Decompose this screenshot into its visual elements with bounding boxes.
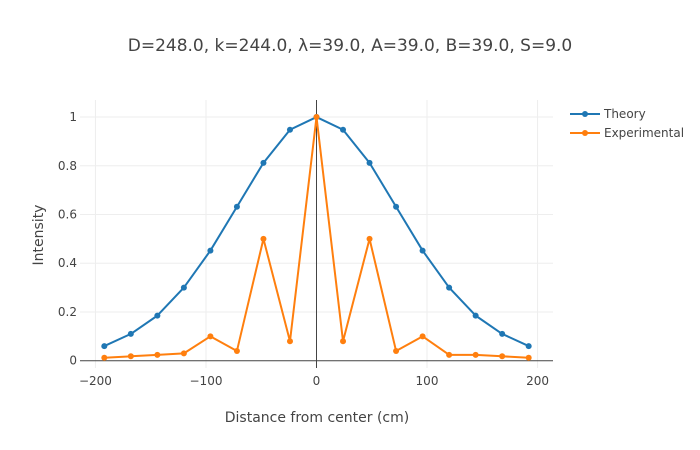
- data-point[interactable]: [419, 247, 426, 254]
- zero-lines: [80, 100, 553, 368]
- data-point[interactable]: [286, 126, 293, 133]
- legend-marker: [582, 130, 588, 136]
- data-point[interactable]: [366, 159, 373, 166]
- data-point[interactable]: [499, 353, 506, 360]
- data-point[interactable]: [260, 235, 267, 242]
- data-point[interactable]: [180, 350, 187, 357]
- data-point[interactable]: [340, 126, 347, 133]
- data-point[interactable]: [286, 338, 293, 345]
- data-point[interactable]: [233, 203, 240, 210]
- data-point[interactable]: [419, 333, 426, 340]
- data-point[interactable]: [472, 312, 479, 319]
- series-layer: [101, 114, 532, 361]
- x-tick-label: 200: [526, 374, 549, 388]
- data-point[interactable]: [154, 351, 161, 358]
- legend-label: Theory: [603, 107, 646, 121]
- data-point[interactable]: [260, 159, 267, 166]
- data-point[interactable]: [127, 330, 134, 337]
- chart-title: D=248.0, k=244.0, λ=39.0, A=39.0, B=39.0…: [128, 36, 573, 56]
- data-point[interactable]: [393, 203, 400, 210]
- legend-label: Experimental: [604, 126, 684, 140]
- y-tick-label: 1: [69, 110, 77, 124]
- x-tick-label: −200: [79, 374, 112, 388]
- x-axis-ticks: −200 −100 0 100 200: [79, 374, 549, 388]
- data-point[interactable]: [393, 347, 400, 354]
- data-point[interactable]: [446, 351, 453, 358]
- y-axis-ticks: 0 0.2 0.4 0.6 0.8 1: [58, 110, 77, 368]
- x-axis-title: Distance from center (cm): [225, 410, 409, 426]
- y-axis-title: Intensity: [31, 205, 47, 266]
- data-point[interactable]: [101, 354, 108, 361]
- data-point[interactable]: [525, 343, 532, 350]
- data-point[interactable]: [233, 347, 240, 354]
- data-point[interactable]: [207, 247, 214, 254]
- series-experimental: [101, 114, 532, 361]
- legend[interactable]: Theory Experimental: [570, 107, 684, 140]
- data-point[interactable]: [499, 330, 506, 337]
- data-point[interactable]: [525, 354, 532, 361]
- x-tick-label: 0: [313, 374, 321, 388]
- data-point[interactable]: [446, 284, 453, 291]
- x-tick-label: −100: [190, 374, 223, 388]
- x-tick-label: 100: [416, 374, 439, 388]
- legend-item-theory[interactable]: Theory: [570, 107, 646, 121]
- y-tick-label: 0.2: [58, 305, 77, 319]
- data-point[interactable]: [180, 284, 187, 291]
- legend-marker: [582, 111, 588, 117]
- y-tick-label: 0: [69, 354, 77, 368]
- data-point[interactable]: [101, 343, 108, 350]
- data-point[interactable]: [472, 351, 479, 358]
- data-point[interactable]: [313, 114, 320, 121]
- data-point[interactable]: [154, 312, 161, 319]
- y-tick-label: 0.6: [58, 208, 77, 222]
- legend-item-experimental[interactable]: Experimental: [570, 126, 684, 140]
- y-tick-label: 0.8: [58, 159, 77, 173]
- data-point[interactable]: [340, 338, 347, 345]
- y-tick-label: 0.4: [58, 256, 77, 270]
- data-point[interactable]: [207, 333, 214, 340]
- data-point[interactable]: [127, 353, 134, 360]
- data-point[interactable]: [366, 235, 373, 242]
